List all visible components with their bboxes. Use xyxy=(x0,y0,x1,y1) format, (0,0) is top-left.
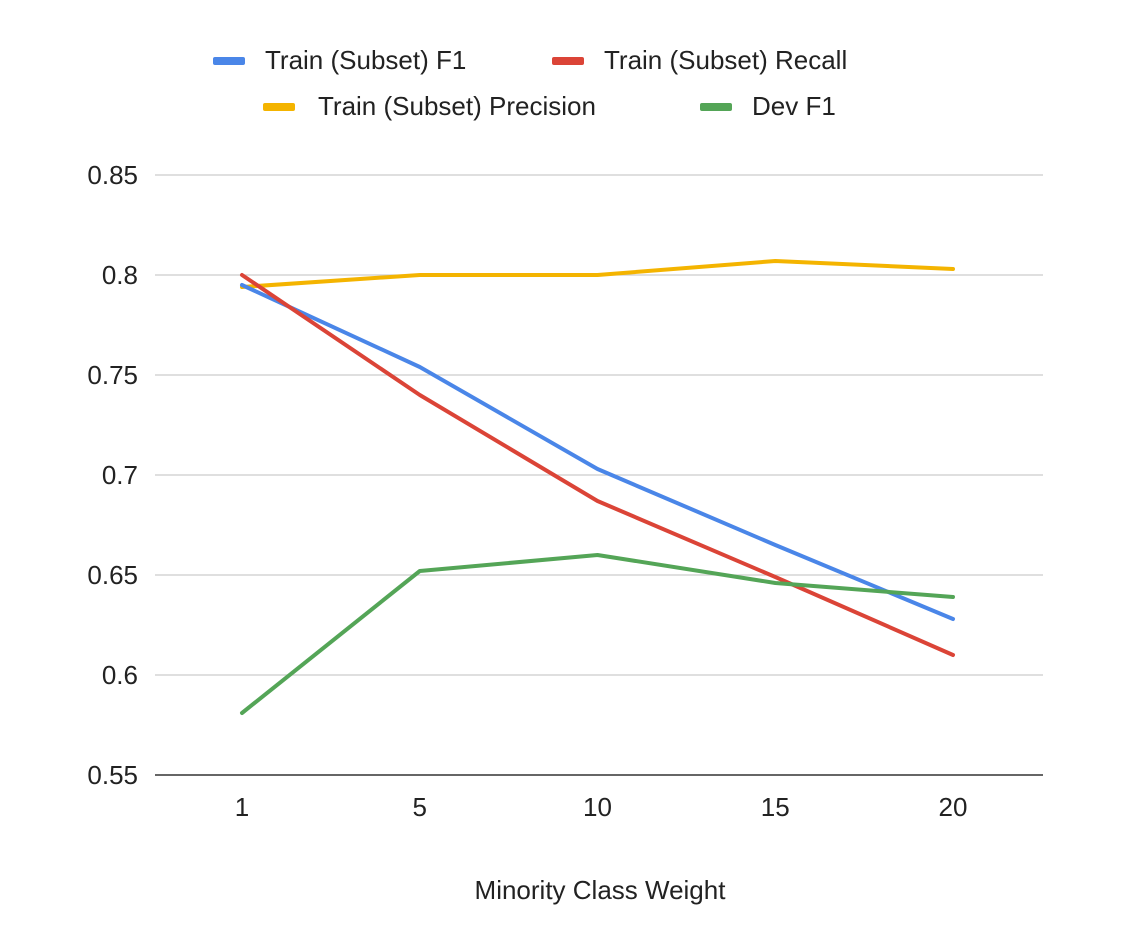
legend-label: Dev F1 xyxy=(752,91,836,121)
legend-label: Train (Subset) Precision xyxy=(318,91,596,121)
legend-swatch xyxy=(213,57,245,65)
y-tick-label: 0.7 xyxy=(102,460,138,490)
y-tick-label: 0.8 xyxy=(102,260,138,290)
legend-swatch xyxy=(700,103,732,111)
legend-label: Train (Subset) Recall xyxy=(604,45,847,75)
gridlines xyxy=(155,174,1043,776)
x-tick-label: 5 xyxy=(413,792,427,822)
x-tick-label: 15 xyxy=(761,792,790,822)
y-tick-label: 0.55 xyxy=(87,760,138,790)
legend-swatch xyxy=(552,57,584,65)
series-line-train-subset-precision xyxy=(240,259,955,289)
series-line-dev-f1 xyxy=(240,553,955,715)
legend-label: Train (Subset) F1 xyxy=(265,45,466,75)
y-tick-label: 0.6 xyxy=(102,660,138,690)
series-line-train-subset-recall xyxy=(240,273,955,657)
x-tick-label: 1 xyxy=(235,792,249,822)
legend-swatch xyxy=(263,103,295,111)
series-lines xyxy=(240,259,955,715)
x-axis-tick-labels: 1 5 10 15 20 xyxy=(235,792,968,822)
y-tick-label: 0.85 xyxy=(87,160,138,190)
y-tick-label: 0.65 xyxy=(87,560,138,590)
y-tick-label: 0.75 xyxy=(87,360,138,390)
y-axis-tick-labels: 0.55 0.6 0.65 0.7 0.75 0.8 0.85 xyxy=(87,160,138,790)
x-tick-label: 10 xyxy=(583,792,612,822)
series-line-train-subset-f1 xyxy=(240,283,955,621)
x-tick-label: 20 xyxy=(939,792,968,822)
legend: Train (Subset) F1 Train (Subset) Recall Tr… xyxy=(213,45,847,121)
x-axis-title: Minority Class Weight xyxy=(475,875,727,905)
